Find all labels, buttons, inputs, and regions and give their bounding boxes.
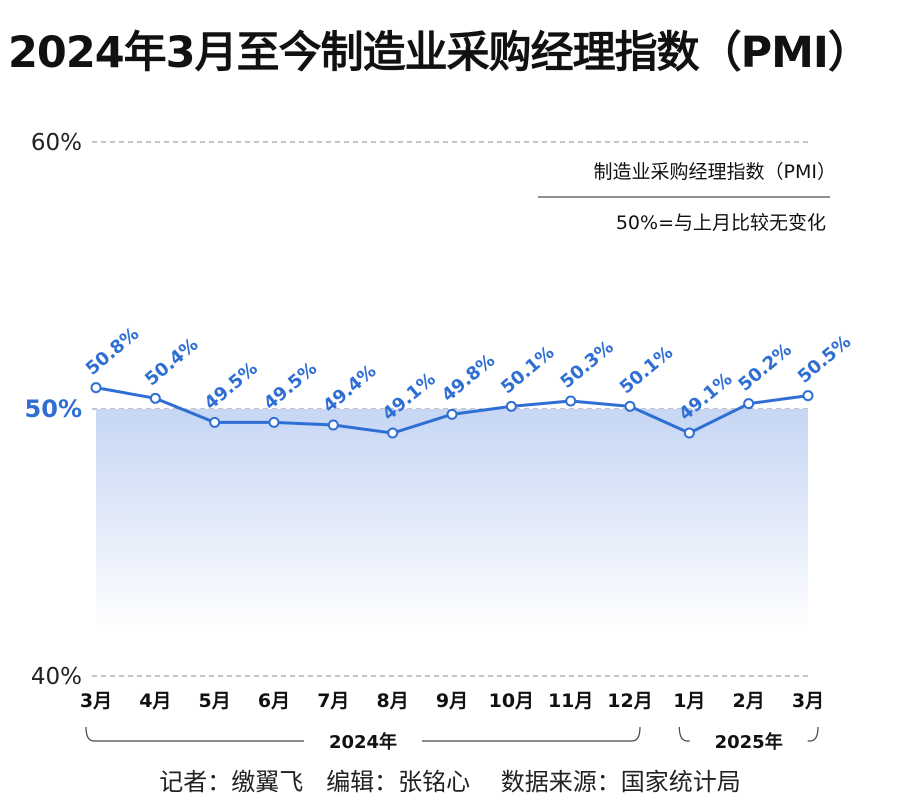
data-point [802,390,814,402]
data-point [149,392,161,404]
series-layer [90,382,814,439]
x-tick-label: 3月 [80,690,112,712]
data-point [209,416,221,428]
year-bracket [85,726,641,742]
data-label: 49.8% [438,350,499,406]
data-label: 50.3% [556,337,617,393]
footer-source: 数据来源：国家统计局 [500,768,741,796]
x-tick-label: 10月 [489,690,534,712]
data-point [565,395,577,407]
year-brackets: 2024年 2025年 [85,726,819,753]
x-tick-label: 3月 [792,690,824,712]
baseline-area [96,409,808,632]
year-label: 2025年 [715,731,783,753]
x-tick-label: 2月 [733,690,765,712]
data-label: 49.5% [200,358,261,414]
data-point [90,382,102,394]
x-tick-label: 6月 [258,690,290,712]
data-point [743,398,755,410]
footer-credits: 记者：缴翼飞 编辑：张铭心 数据来源：国家统计局 [0,762,900,797]
data-point [387,427,399,439]
data-label: 50.2% [734,339,795,395]
grid-layer: 40% 50% 60% [25,130,812,690]
chart-title: 2024年3月至今制造业采购经理指数（PMI） [8,28,871,78]
area-layer [96,409,808,632]
footer-reporter: 记者：缴翼飞 [159,768,304,796]
data-label: 50.4% [141,334,202,390]
year-label: 2024年 [329,731,397,753]
data-label: 49.4% [319,361,380,417]
legend: 制造业采购经理指数（PMI） 50%=与上月比较无变化 [538,161,836,234]
data-label: 50.8% [82,323,143,379]
x-tick-label: 7月 [317,690,349,712]
x-axis: 3月 4月 5月 6月 7月 8月 9月 10月 11月 12月 1月 2月 3月 [80,690,824,712]
year-bracket [678,726,819,742]
x-tick-label: 1月 [673,690,705,712]
y-tick-label: 40% [31,664,82,690]
data-point [683,427,695,439]
data-label: 50.5% [794,331,855,387]
pmi-line-chart: 40% 50% 60% 制造业采购经理指数（PMI） 50%=与上月比较无变化 50… [25,130,856,753]
legend-line2: 50%=与上月比较无变化 [616,212,826,234]
data-point [505,400,517,412]
data-label: 50.1% [497,342,558,398]
data-point [268,416,280,428]
data-label: 49.5% [260,358,321,414]
x-tick-label: 8月 [377,690,409,712]
x-tick-label: 9月 [436,690,468,712]
x-tick-label: 12月 [607,690,652,712]
data-point [327,419,339,431]
y-tick-label: 50% [25,395,82,423]
data-point [624,400,636,412]
footer-editor: 编辑：张铭心 [326,768,471,796]
x-tick-label: 11月 [548,690,593,712]
legend-line1: 制造业采购经理指数（PMI） [594,161,836,183]
data-point [446,408,458,420]
x-tick-label: 5月 [199,690,231,712]
x-tick-label: 4月 [139,690,171,712]
data-label: 50.1% [616,342,677,398]
y-tick-label: 60% [31,130,82,156]
